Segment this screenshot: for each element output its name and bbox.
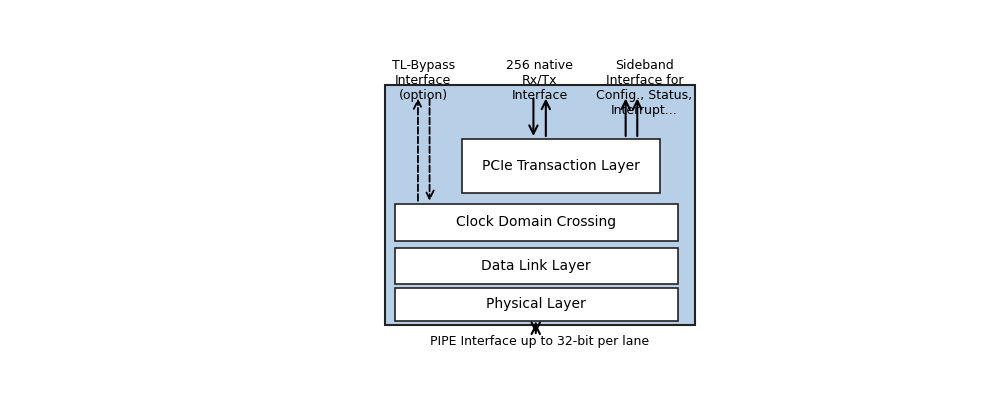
Bar bbox=[462, 139, 660, 193]
Bar bbox=[395, 204, 678, 240]
Text: Physical Layer: Physical Layer bbox=[486, 298, 586, 312]
Bar bbox=[395, 248, 678, 284]
Bar bbox=[385, 85, 695, 325]
Text: TL-Bypass
Interface
(option): TL-Bypass Interface (option) bbox=[392, 59, 455, 102]
Text: PIPE Interface up to 32-bit per lane: PIPE Interface up to 32-bit per lane bbox=[430, 335, 649, 348]
Bar bbox=[395, 288, 678, 320]
Text: PCIe Transaction Layer: PCIe Transaction Layer bbox=[482, 159, 640, 173]
Text: Clock Domain Crossing: Clock Domain Crossing bbox=[456, 215, 616, 229]
Text: Sideband
Interface for
Config., Status,
Interrupt...: Sideband Interface for Config., Status, … bbox=[596, 59, 692, 117]
Text: Data Link Layer: Data Link Layer bbox=[481, 259, 591, 273]
Text: 256 native
Rx/Tx
Interface: 256 native Rx/Tx Interface bbox=[506, 59, 573, 102]
